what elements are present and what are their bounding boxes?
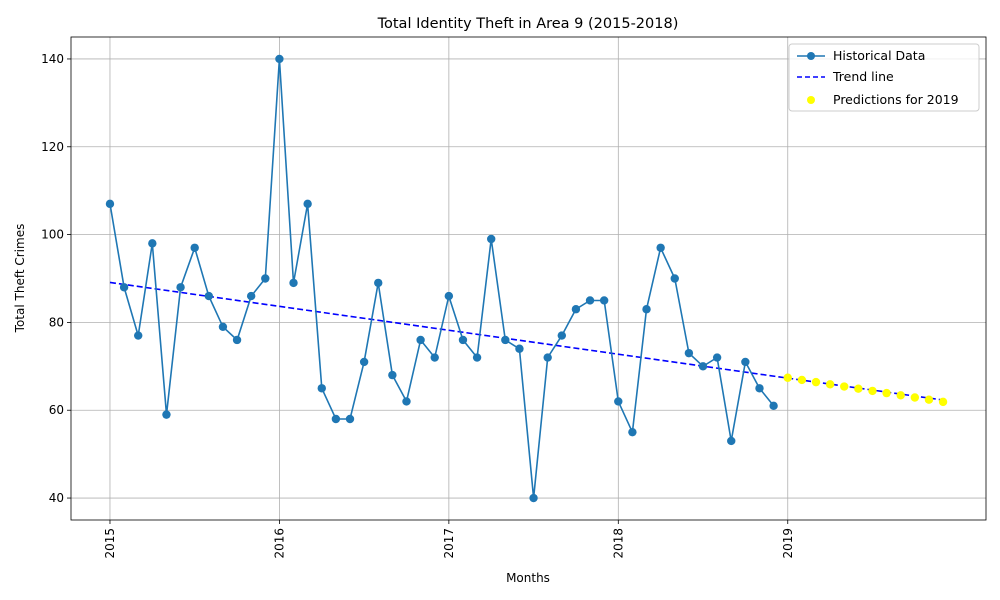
legend: Historical Data Trend line Predictions f… [788, 43, 980, 112]
prediction-data-point [938, 397, 948, 407]
y-tick-label: 80 [49, 315, 64, 329]
historical-data-point [501, 335, 510, 345]
historical-data-point [487, 234, 496, 244]
y-tick-label: 40 [49, 491, 64, 505]
historical-data-point [430, 353, 439, 362]
historical-data-point [698, 362, 708, 371]
historical-data-point [261, 274, 270, 283]
prediction-data-point [882, 388, 891, 398]
prediction-data-point [868, 386, 877, 396]
historical-data-point [148, 239, 157, 248]
historical-data-point [176, 283, 185, 292]
historical-data-point [134, 331, 143, 340]
prediction-data-point [797, 375, 807, 385]
historical-data-point [190, 243, 199, 252]
historical-series-line [109, 58, 775, 499]
historical-data-point [755, 384, 764, 393]
historical-data-point [642, 305, 651, 314]
historical-data-point [204, 291, 214, 301]
historical-data-point [458, 335, 468, 345]
historical-data-point [345, 414, 355, 424]
x-axis-ticks: 2015 2016 2017 2018 2019 [103, 520, 795, 559]
prediction-data-point [924, 395, 934, 404]
historical-data-point [232, 335, 242, 345]
historical-data-point [585, 296, 595, 305]
historical-data-point [571, 305, 581, 314]
historical-data-point [218, 322, 228, 331]
legend-trend-label: Trend line [832, 69, 894, 84]
historical-data-point [557, 331, 567, 340]
legend-historical-marker [807, 52, 815, 60]
x-tick-label: 2017 [442, 528, 456, 559]
legend-historical-label: Historical Data [833, 48, 925, 63]
prediction-data-point [825, 380, 835, 389]
prediction-data-point [783, 373, 792, 382]
historical-data-point [472, 353, 482, 362]
legend-prediction-label: Predictions for 2019 [833, 92, 959, 107]
y-axis-label: Total Theft Crimes [13, 224, 27, 334]
historical-data-point [628, 427, 637, 437]
historical-data-point [529, 493, 538, 503]
x-tick-label: 2015 [103, 528, 117, 559]
historical-series-layer [105, 54, 778, 503]
historical-data-point [684, 348, 694, 358]
historical-data-point [388, 370, 397, 380]
historical-data-point [741, 357, 750, 367]
historical-data-point [105, 199, 115, 209]
historical-data-point [599, 296, 609, 305]
prediction-data-point [910, 393, 920, 402]
historical-data-point [402, 397, 411, 406]
historical-data-point [515, 344, 524, 353]
x-tick-label: 2016 [272, 528, 286, 559]
historical-data-point [317, 384, 326, 393]
chart-title: Total Identity Theft in Area 9 (2015-201… [377, 16, 679, 32]
historical-data-point [614, 397, 623, 406]
historical-data-point [727, 436, 736, 446]
historical-data-point [275, 54, 284, 64]
prediction-data-point [854, 384, 863, 393]
y-axis-ticks: 40 60 80 100 120 140 [41, 52, 71, 505]
prediction-series-layer [783, 373, 948, 407]
historical-data-point [543, 353, 552, 362]
prediction-data-point [896, 391, 905, 400]
historical-data-point [289, 278, 298, 288]
historical-data-point [374, 278, 383, 288]
historical-data-point [331, 414, 341, 424]
plot-frame [70, 36, 987, 521]
historical-data-point [670, 274, 679, 283]
y-tick-label: 120 [41, 140, 64, 154]
prediction-data-point [840, 382, 849, 391]
x-tick-label: 2018 [611, 528, 625, 559]
y-tick-label: 100 [41, 228, 64, 242]
historical-data-point [246, 291, 256, 301]
x-tick-label: 2019 [781, 528, 795, 559]
historical-data-point [303, 199, 312, 209]
historical-data-point [769, 401, 778, 411]
historical-data-point [359, 357, 369, 367]
y-tick-label: 140 [41, 52, 64, 66]
legend-box [788, 43, 980, 112]
legend-prediction-marker [807, 96, 815, 104]
prediction-data-point [811, 377, 821, 387]
historical-data-point [656, 243, 665, 252]
historical-data-point [416, 335, 425, 345]
historical-data-point [444, 291, 454, 301]
x-axis-label: Months [506, 571, 550, 585]
historical-data-point [119, 283, 129, 292]
historical-data-point [162, 410, 171, 419]
historical-data-point [712, 353, 722, 362]
y-tick-label: 60 [49, 403, 64, 417]
